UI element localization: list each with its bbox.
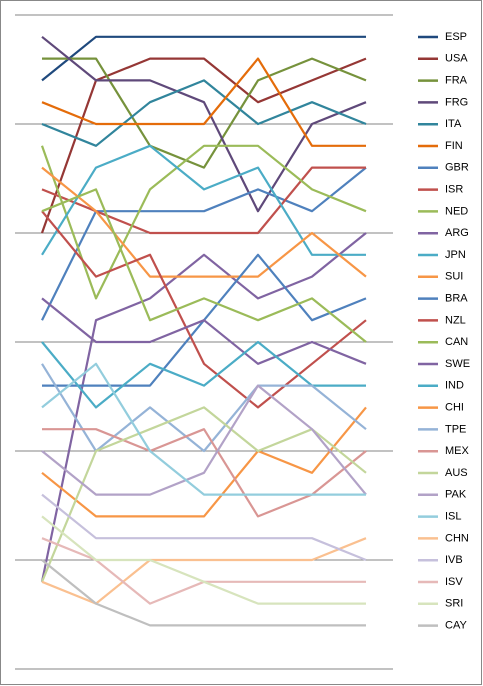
series-line [41, 210, 367, 409]
series-line [41, 493, 367, 562]
legend-label: FIN [445, 140, 463, 152]
series-line [40, 144, 367, 300]
legend-label: CHN [445, 532, 469, 544]
legend-label: USA [445, 53, 468, 65]
series-line [41, 188, 367, 343]
series-line [40, 232, 367, 583]
legend-label: NED [445, 205, 468, 217]
legend-label: SUI [445, 271, 463, 283]
legend-label: GBR [445, 162, 469, 174]
series-line [41, 297, 367, 365]
series-line [41, 35, 366, 82]
legend-label: CAY [445, 620, 467, 632]
series-line [41, 35, 367, 213]
legend-label: ISL [445, 511, 462, 523]
legend-label: IND [445, 380, 464, 392]
series-line [41, 144, 366, 256]
legend-label: TPE [445, 423, 466, 435]
legend-label: ITA [445, 118, 462, 130]
legend-label: ISV [445, 576, 463, 588]
legend-label: NZL [445, 314, 466, 326]
legend-label: SRI [445, 598, 463, 610]
legend-label: PAK [445, 489, 467, 501]
series-line [41, 166, 367, 278]
legend-label: CAN [445, 336, 468, 348]
series-line [41, 57, 366, 147]
series-line [41, 515, 366, 605]
legend-label: BRA [445, 293, 468, 305]
legend-label: CHI [445, 402, 464, 414]
legend-label: AUS [445, 467, 468, 479]
legend-label: JPN [445, 249, 466, 261]
legend-label: FRG [445, 96, 468, 108]
series-line [42, 57, 367, 169]
series-line [41, 559, 366, 627]
series-line [41, 384, 367, 496]
legend-label: FRA [445, 75, 468, 87]
legend-label: SWE [445, 358, 470, 370]
series-line [41, 362, 366, 496]
legend-label: ESP [445, 31, 467, 43]
legend-label: ARG [445, 227, 469, 239]
series-line [41, 406, 367, 518]
legend-label: IVB [445, 554, 463, 566]
series-line [41, 79, 367, 147]
legend-label: MEX [445, 445, 470, 457]
legend-label: ISR [445, 184, 463, 196]
